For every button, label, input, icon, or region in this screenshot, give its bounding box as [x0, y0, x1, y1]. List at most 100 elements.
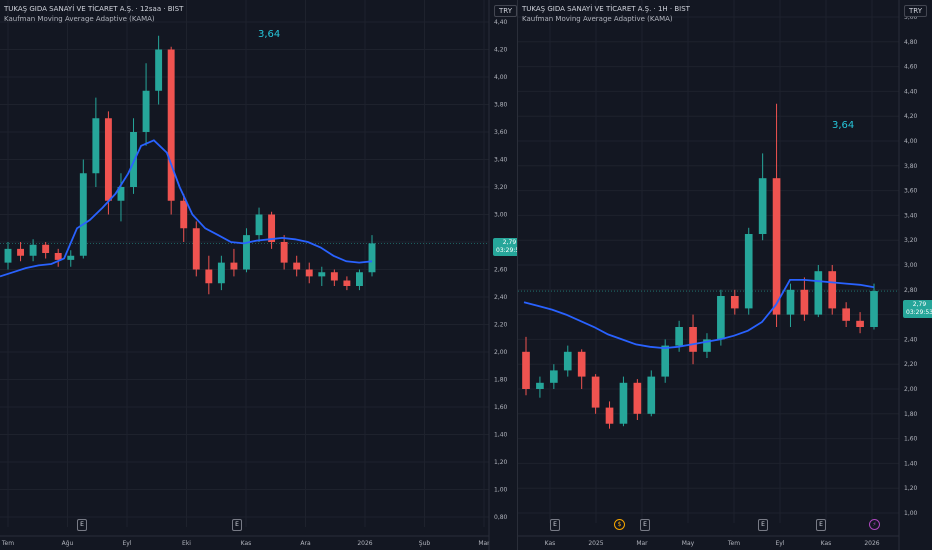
right-candle-body — [744, 234, 753, 309]
right-ytick-label: 2,00 — [904, 386, 918, 393]
right-ytick-label: 4,00 — [904, 138, 918, 145]
right-candle-body — [563, 351, 572, 371]
right-candle-body — [730, 296, 739, 309]
right-chart-pane[interactable]: 5,00 4,80 4,60 4,40 4,20 4,00 3,80 3,60 3,40 3,20… — [518, 0, 932, 550]
right-ytick-label: 3,20 — [904, 237, 918, 244]
right-dividend-badge[interactable]: $ — [614, 519, 625, 530]
left-earnings-badge-1[interactable]: E — [77, 519, 87, 531]
left-candle-body — [318, 272, 326, 277]
left-xtick-label: Şub — [419, 540, 431, 547]
right-candle-body — [550, 370, 558, 383]
left-indicator-label[interactable]: Kaufman Moving Average Adaptive (KAMA) — [4, 15, 155, 23]
right-chart-header: TUKAŞ GIDA SANAYİ VE TİCARET A.Ş. · 1H ·… — [522, 4, 690, 24]
right-xtick-label: Kas — [821, 540, 832, 547]
left-kama-line — [0, 139, 373, 278]
right-ytick-label: 2,20 — [904, 361, 918, 368]
right-xtick-label: Kas — [545, 540, 556, 547]
right-xtick-label: May — [682, 540, 695, 547]
right-annotation: 3,64 — [832, 120, 855, 131]
left-ytick-label: 4,20 — [494, 47, 508, 54]
left-ytick-label: 3,80 — [494, 102, 508, 109]
left-price-value: 2,79 — [502, 239, 517, 246]
left-xtick-label: Kas — [241, 540, 252, 547]
left-candle-body — [192, 228, 200, 270]
left-candle-body — [280, 242, 288, 263]
left-xtick-label: Tem — [1, 540, 14, 547]
right-earnings-badge-2[interactable]: E — [640, 519, 650, 531]
right-candle-body — [605, 407, 614, 424]
left-price-tag: 2,79 03:29:53 — [493, 238, 517, 256]
left-candle-body — [305, 269, 313, 277]
right-ytick-label: 1,00 — [904, 510, 918, 517]
right-indicator-label[interactable]: Kaufman Moving Average Adaptive (KAMA) — [522, 15, 673, 23]
right-ytick-label: 2,80 — [904, 287, 918, 294]
left-annotation: 3,64 — [258, 29, 281, 40]
right-candle-body — [619, 382, 628, 424]
right-candle-body — [786, 289, 795, 315]
right-ytick-label: 3,60 — [904, 188, 918, 195]
right-ytick-label: 1,80 — [904, 411, 918, 418]
right-ytick-label: 4,60 — [904, 64, 918, 71]
right-earnings-badge-4[interactable]: E — [816, 519, 826, 531]
left-xtick-label: Eyl — [122, 540, 131, 547]
right-currency-button[interactable]: TRY — [904, 5, 927, 17]
left-candle-body — [4, 248, 12, 263]
right-candle-body — [591, 376, 600, 408]
left-ytick-label: 2,20 — [494, 322, 508, 329]
left-ytick-label: 0,80 — [494, 514, 508, 521]
right-ytick-label: 1,60 — [904, 436, 918, 443]
left-ytick-label: 3,60 — [494, 129, 508, 136]
right-candle-body — [647, 376, 656, 414]
left-candle-body — [42, 244, 50, 253]
left-candle-body — [205, 269, 213, 284]
right-candle-body — [870, 291, 878, 327]
right-earnings-badge-3[interactable]: E — [758, 519, 768, 531]
right-ytick-label: 4,40 — [904, 88, 918, 95]
left-chart-title: TUKAŞ GIDA SANAYİ VE TİCARET A.Ş. · 12sa… — [4, 5, 184, 13]
left-candle-body — [92, 118, 100, 174]
left-ytick-label: 2,40 — [494, 294, 508, 301]
left-xtick-label: Mar — [478, 540, 490, 547]
right-candle-body — [522, 351, 530, 389]
left-currency-button[interactable]: TRY — [494, 5, 517, 17]
right-candle-body — [703, 339, 711, 352]
left-xtick-label: Ağu — [62, 540, 74, 547]
right-ytick-label: 3,80 — [904, 163, 918, 170]
right-candle-body — [800, 289, 809, 315]
right-candle-body — [577, 351, 586, 377]
left-candle-body — [67, 255, 75, 260]
right-chart-canvas[interactable]: 5,00 4,80 4,60 4,40 4,20 4,00 3,80 3,60 3,40 3,20… — [518, 0, 932, 550]
left-chart-pane[interactable]: 4,404,204,003,803,603,403,203,002,802,60… — [0, 0, 518, 550]
left-ytick-label: 4,40 — [494, 19, 508, 26]
right-ytick-label: 2,40 — [904, 336, 918, 343]
left-xtick-label: 2026 — [357, 540, 372, 547]
right-candle-body — [717, 296, 725, 340]
right-chart-title: TUKAŞ GIDA SANAYİ VE TİCARET A.Ş. · 1H ·… — [522, 5, 690, 13]
left-countdown: 03:29:53 — [496, 247, 517, 254]
right-ytick-label: 4,80 — [904, 39, 918, 46]
right-candle-body — [536, 382, 544, 389]
right-split-badge[interactable]: ⚡ — [869, 519, 880, 530]
right-xtick-label: 2026 — [864, 540, 879, 547]
right-candle-body — [758, 178, 767, 234]
left-chart-canvas[interactable]: 4,404,204,003,803,603,403,203,002,802,60… — [0, 0, 517, 550]
left-candle-body — [17, 248, 25, 256]
right-candle-body — [633, 382, 642, 414]
right-ytick-label: 1,20 — [904, 485, 918, 492]
right-price-value: 2,79 — [912, 301, 927, 308]
left-ytick-label: 2,00 — [494, 349, 508, 356]
left-candle-body — [230, 262, 238, 270]
left-candle-body — [104, 118, 112, 201]
left-ytick-label: 1,80 — [494, 377, 508, 384]
left-ytick-label: 1,40 — [494, 432, 508, 439]
left-ytick-label: 2,60 — [494, 267, 508, 274]
left-candle-body — [217, 262, 225, 284]
left-ytick-label: 1,20 — [494, 459, 508, 466]
left-candle-body — [130, 132, 137, 187]
left-earnings-badge-2[interactable]: E — [232, 519, 242, 531]
right-candle-body — [689, 327, 697, 352]
right-ytick-label: 1,40 — [904, 460, 918, 467]
left-chart-header: TUKAŞ GIDA SANAYİ VE TİCARET A.Ş. · 12sa… — [4, 4, 183, 24]
right-earnings-badge-1[interactable]: E — [550, 519, 560, 531]
left-candle-body — [167, 49, 175, 201]
